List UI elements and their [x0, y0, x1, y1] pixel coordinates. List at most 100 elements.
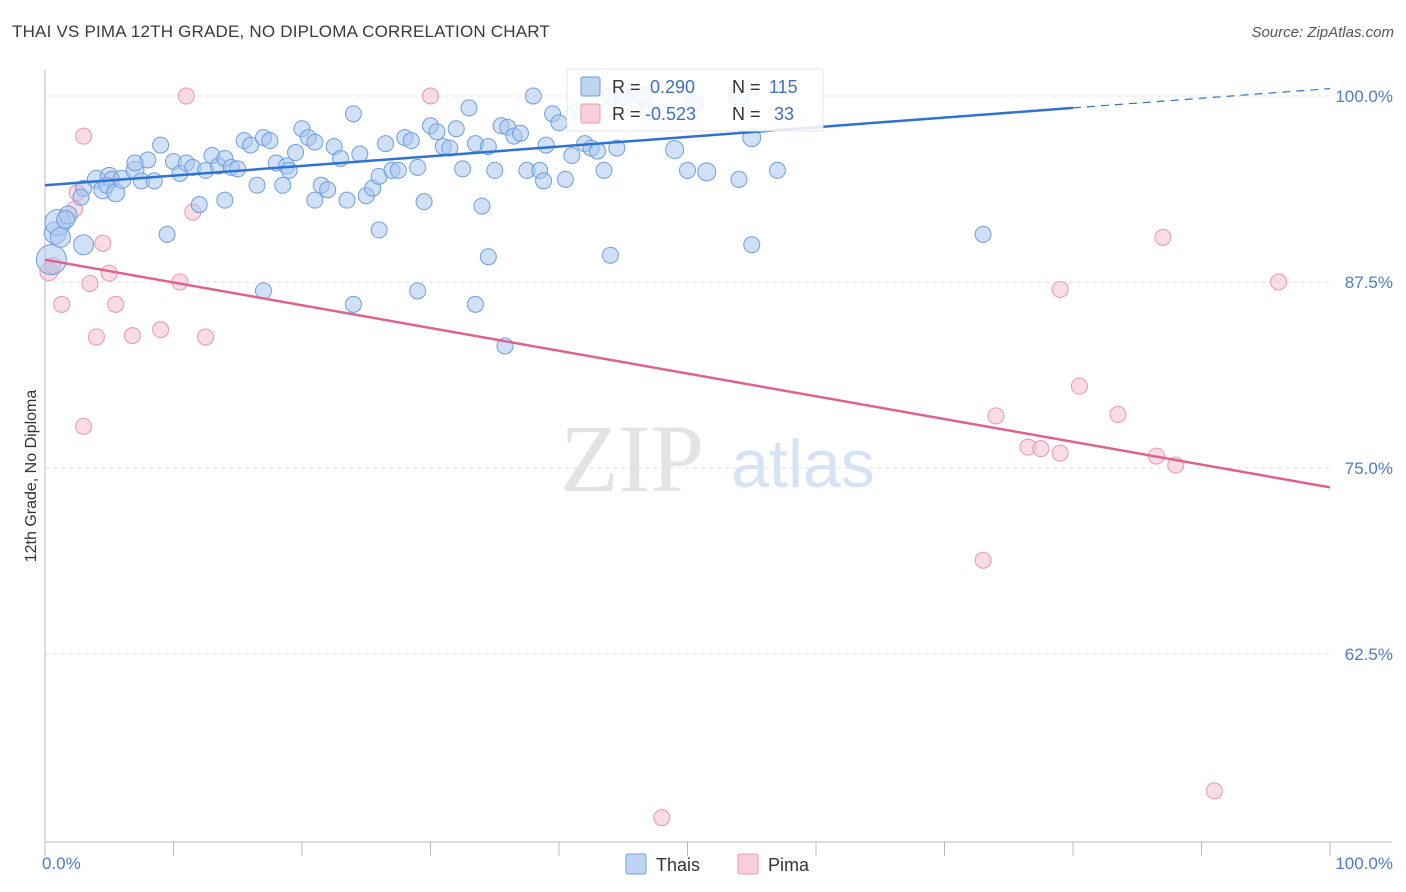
thais-point [447, 120, 465, 138]
thais-point [56, 210, 76, 230]
thais-point [563, 147, 581, 165]
thais-point [415, 193, 433, 211]
legend-n-value-thais: 115 [769, 77, 798, 97]
thais-point [73, 234, 95, 256]
thais-point [280, 161, 298, 179]
thais-point [152, 136, 170, 154]
thais-point [589, 142, 607, 160]
legend-r-label-pima: R = [612, 104, 641, 124]
tick-labels: 62.5% 75.0% 87.5% 100.0% 0.0% 100.0% [42, 87, 1393, 873]
grid-lines [45, 95, 1330, 655]
thais-point [537, 136, 555, 154]
legend-r-label-thais: R = [612, 77, 641, 97]
thais-point [190, 196, 208, 214]
thais-point [743, 236, 761, 254]
pima-point [1051, 444, 1069, 462]
legend-n-label-thais: N = [732, 77, 761, 97]
pima-point [177, 87, 195, 105]
pima-point [1154, 228, 1172, 246]
thais-point [72, 188, 90, 206]
thais-point [556, 170, 574, 188]
thais-point [242, 136, 260, 154]
series-legend-swatch-thais [625, 853, 647, 875]
thais-point [524, 87, 542, 105]
thais-point [535, 172, 553, 190]
thais-point [454, 160, 472, 178]
thais-point [49, 226, 71, 248]
thais-point [389, 161, 407, 179]
y-tick-label: 87.5% [1345, 273, 1393, 292]
thais-point [550, 114, 568, 132]
y-tick-label: 100.0% [1335, 87, 1393, 106]
thais-point [595, 161, 613, 179]
thais-point [730, 170, 748, 188]
pima-point [107, 295, 125, 313]
thais-point [319, 181, 337, 199]
legend-r-value-pima: -0.523 [645, 104, 696, 124]
thais-point [344, 295, 362, 313]
thais-point [409, 158, 427, 176]
thais-point [479, 248, 497, 266]
thais-point [229, 160, 247, 178]
pima-point [94, 234, 112, 252]
thais-point [697, 162, 717, 182]
thais-point [601, 246, 619, 264]
pima-point [75, 417, 93, 435]
pima-point [1205, 782, 1223, 800]
y-tick-label: 75.0% [1345, 459, 1393, 478]
thais-point [145, 172, 163, 190]
thais-point [306, 191, 324, 209]
thais-point [126, 154, 144, 172]
series-legend-thais: Thais [656, 855, 700, 875]
thais-trend-line [44, 106, 1074, 187]
thais-point [409, 282, 427, 300]
thais-point [287, 144, 305, 162]
thais-point [768, 161, 786, 179]
thais-point [511, 124, 529, 142]
thais-points [35, 85, 992, 355]
thais-point [665, 140, 685, 160]
pima-point [75, 127, 93, 145]
legend-n-label-pima: N = [732, 104, 761, 124]
pima-point [1032, 440, 1050, 458]
thais-point [473, 197, 491, 215]
thais-point [351, 145, 369, 163]
pima-point [1070, 377, 1088, 395]
thais-point [306, 133, 324, 151]
thais-point [402, 132, 420, 150]
x-tick-label: 100.0% [1335, 854, 1393, 873]
watermark-atlas: atlas [731, 426, 875, 502]
pima-point [87, 328, 105, 346]
chart-source: Source: ZipAtlas.com [1251, 24, 1394, 41]
pima-point [1109, 405, 1127, 423]
thais-trend-line-extension [1072, 87, 1331, 109]
thais-point [466, 295, 484, 313]
axes [44, 70, 1392, 856]
pima-point [974, 551, 992, 569]
thais-point [377, 135, 395, 153]
watermark-zip: ZIP [560, 405, 704, 512]
thais-point [608, 139, 626, 157]
thais-point [248, 176, 266, 194]
pima-point [987, 407, 1005, 425]
pima-point [123, 327, 141, 345]
series-legend-swatch-pima [737, 853, 759, 875]
stats-legend: R = 0.290 N = 115 R = -0.523 N = 33 [566, 68, 824, 132]
pima-point [53, 295, 71, 313]
y-axis-label: 12th Grade, No Diploma [23, 390, 40, 563]
y-tick-label: 62.5% [1345, 645, 1393, 664]
watermark: ZIP atlas [560, 405, 875, 512]
pima-point [653, 809, 671, 827]
stats-legend-box [566, 68, 824, 132]
thais-point [441, 139, 459, 157]
pima-point [1270, 273, 1288, 291]
legend-n-value-pima: 33 [769, 104, 794, 124]
thais-point [370, 221, 388, 239]
trend-lines [44, 87, 1331, 489]
pima-point [422, 87, 439, 105]
thais-point [428, 123, 446, 141]
legend-r-value-thais: 0.290 [645, 77, 695, 97]
thais-point [679, 161, 696, 179]
chart-title: THAI VS PIMA 12TH GRADE, NO DIPLOMA CORR… [12, 22, 551, 41]
thais-point [460, 99, 478, 117]
